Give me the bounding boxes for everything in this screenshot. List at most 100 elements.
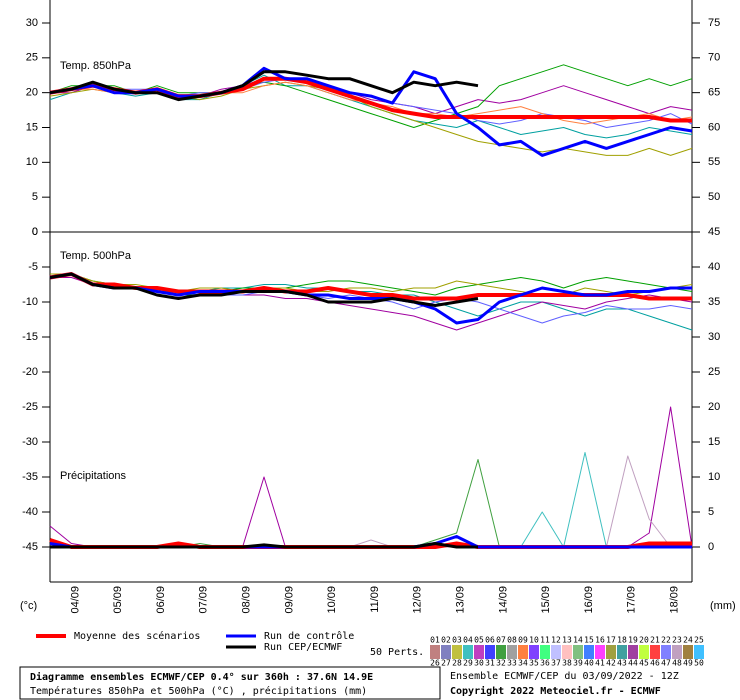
- member-swatch: [518, 652, 528, 659]
- member-swatch: [441, 652, 451, 659]
- member-swatch: [518, 645, 528, 652]
- y2-tick-label: 25: [708, 366, 720, 378]
- member-swatch: [628, 652, 638, 659]
- member-swatch: [430, 645, 440, 652]
- member-swatch: [452, 652, 462, 659]
- member-label: 29: [463, 659, 473, 668]
- member-label: 07: [496, 636, 506, 645]
- series-line: [50, 452, 692, 548]
- x-tick-label: 14/09: [497, 586, 509, 614]
- member-label: 34: [518, 659, 528, 668]
- legend-label: Run CEP/ECMWF: [264, 642, 342, 653]
- y2-tick-label: 20: [708, 401, 720, 413]
- y-tick-label: 10: [26, 156, 38, 168]
- member-label: 26: [430, 659, 440, 668]
- member-swatch: [430, 652, 440, 659]
- legend-label: Run de contrôle: [264, 630, 354, 642]
- member-swatch: [584, 645, 594, 652]
- y-tick-label: -5: [28, 261, 38, 273]
- member-swatch: [485, 652, 495, 659]
- member-label: 30: [474, 659, 484, 668]
- member-label: 21: [650, 636, 660, 645]
- y2-tick-label: 65: [708, 87, 720, 99]
- member-label: 14: [573, 636, 583, 645]
- member-label: 36: [540, 659, 550, 668]
- y2-tick-label: 40: [708, 261, 720, 273]
- member-swatch: [529, 645, 539, 652]
- x-tick-label: 05/09: [112, 586, 124, 614]
- member-label: 25: [694, 636, 704, 645]
- series-line: [49, 66, 693, 157]
- member-label: 06: [485, 636, 495, 645]
- member-label: 41: [595, 659, 605, 668]
- member-swatch: [551, 652, 561, 659]
- y2-tick-label: 35: [708, 296, 720, 308]
- series-line: [50, 542, 478, 549]
- member-swatch: [606, 645, 616, 652]
- member-label: 01: [430, 636, 440, 645]
- footer-title: Diagramme ensembles ECMWF/CEP 0.4° sur 3…: [30, 671, 373, 683]
- x-tick-label: 07/09: [198, 586, 210, 614]
- member-label: 23: [672, 636, 682, 645]
- y2-tick-label: 30: [708, 331, 720, 343]
- y2-tick-label: 75: [708, 17, 720, 29]
- panel-label: Temp. 850hPa: [60, 60, 132, 72]
- y-tick-label: 5: [32, 191, 38, 203]
- footer-run: Ensemble ECMWF/CEP du 03/09/2022 - 12Z: [450, 671, 679, 682]
- member-label: 49: [683, 659, 693, 668]
- x-tick-label: 12/09: [412, 586, 424, 614]
- member-swatch: [694, 645, 704, 652]
- x-tick-label: 13/09: [455, 586, 467, 614]
- member-swatch: [452, 645, 462, 652]
- member-swatch: [650, 645, 660, 652]
- series-line: [49, 64, 693, 128]
- x-tick-label: 15/09: [540, 586, 552, 614]
- member-swatch: [562, 645, 572, 652]
- member-swatch: [683, 645, 693, 652]
- member-label: 13: [562, 636, 572, 645]
- member-swatch: [650, 652, 660, 659]
- series-line: [49, 459, 692, 548]
- member-swatch: [661, 645, 671, 652]
- member-swatch: [617, 652, 627, 659]
- footer-subtitle: Températures 850hPa et 500hPa (°C) , pré…: [30, 685, 367, 697]
- member-label: 50: [694, 659, 704, 668]
- member-swatch: [628, 645, 638, 652]
- member-swatch: [617, 645, 627, 652]
- member-swatch: [441, 645, 451, 652]
- x-tick-label: 18/09: [669, 586, 681, 614]
- member-label: 18: [617, 636, 627, 645]
- member-swatch: [595, 645, 605, 652]
- member-swatch: [507, 652, 517, 659]
- member-label: 33: [507, 659, 517, 668]
- member-swatch: [540, 645, 550, 652]
- member-swatch: [551, 645, 561, 652]
- member-label: 24: [683, 636, 693, 645]
- member-swatch: [595, 652, 605, 659]
- member-swatch: [672, 645, 682, 652]
- member-swatch: [639, 652, 649, 659]
- footer-copyright: Copyright 2022 Meteociel.fr - ECMWF: [450, 685, 661, 697]
- member-swatch: [573, 652, 583, 659]
- member-label: 15: [584, 636, 594, 645]
- member-label: 28: [452, 659, 462, 668]
- member-swatch: [507, 645, 517, 652]
- member-swatch: [496, 652, 506, 659]
- member-swatch: [463, 652, 473, 659]
- y-tick-label: 20: [26, 87, 38, 99]
- member-label: 16: [595, 636, 605, 645]
- member-label: 22: [661, 636, 671, 645]
- y2-tick-label: 70: [708, 52, 720, 64]
- x-tick-label: 17/09: [626, 586, 638, 614]
- series-line: [49, 272, 479, 307]
- member-label: 19: [628, 636, 638, 645]
- series-line: [49, 70, 479, 102]
- member-label: 17: [606, 636, 616, 645]
- member-label: 42: [606, 659, 616, 668]
- y2-tick-label: 45: [708, 226, 720, 238]
- panel-label: Précipitations: [60, 470, 127, 482]
- y-tick-label: 0: [32, 226, 38, 238]
- member-label: 37: [551, 659, 561, 668]
- member-label: 38: [562, 659, 572, 668]
